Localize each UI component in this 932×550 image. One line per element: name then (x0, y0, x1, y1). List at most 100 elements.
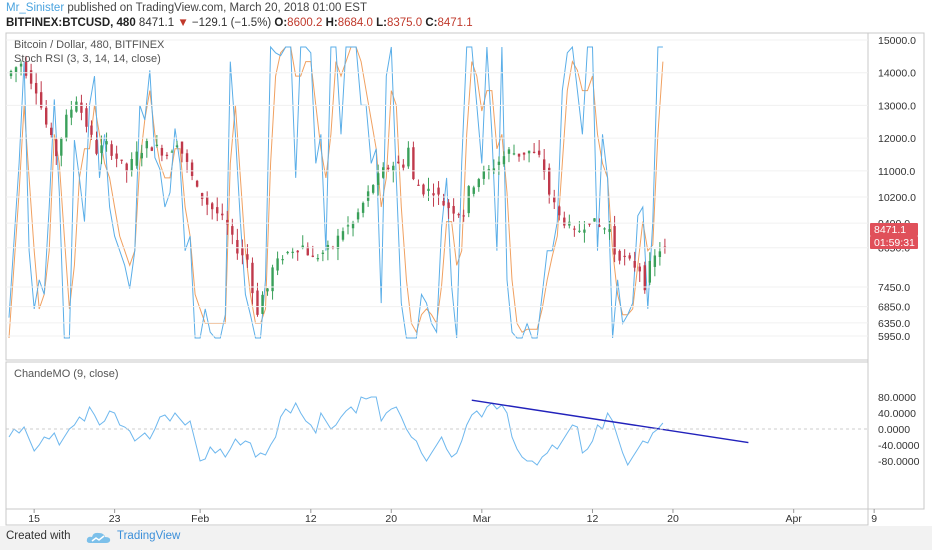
candle-body (553, 196, 556, 203)
time-tick-label: 12 (587, 513, 599, 525)
countdown-tag-text: 01:59:31 (874, 237, 915, 249)
candle-body (583, 229, 586, 233)
close-label: C: (425, 17, 438, 29)
candle-body (261, 294, 264, 314)
candle-body (281, 259, 284, 261)
candle-body (205, 197, 209, 205)
cmo-tick-label: -40.0000 (878, 440, 920, 452)
candle-body (618, 250, 621, 261)
candle-body (39, 92, 43, 108)
tradingview-brand[interactable]: TradingView (117, 530, 181, 542)
cmo-axis-ticks: 80.0000 40.0000 0.0000 -40.0000 -80.0000 (6, 392, 920, 468)
low-value: 8375.0 (386, 17, 423, 29)
cmo-tick-label: 0.0000 (878, 424, 910, 436)
candle-body (608, 229, 611, 232)
candle-body (50, 127, 53, 135)
candle-body (316, 258, 320, 260)
candle-body (492, 168, 496, 172)
candle-body (522, 152, 526, 155)
candle-body (60, 137, 63, 156)
time-tick-label: 20 (667, 513, 679, 525)
candle-body (231, 226, 234, 235)
down-arrow-icon: ▼ (177, 17, 189, 29)
candle-body (387, 167, 390, 170)
candle-body (24, 61, 28, 76)
candle-body (100, 145, 103, 154)
candle-body (593, 218, 596, 222)
candle-body (517, 153, 521, 157)
candle-body (34, 82, 38, 94)
candle-body (276, 258, 279, 271)
candle-body (537, 150, 541, 155)
publish-text: published on TradingView.com, March 20, … (67, 2, 367, 14)
created-with-text: Created with (6, 530, 71, 542)
time-axis[interactable] (5, 508, 869, 526)
candle-body (638, 266, 641, 272)
candle-body (578, 230, 581, 232)
author-link[interactable]: Mr_Sinister (6, 2, 65, 14)
symbol-header: BITFINEX:BTCUSD, 480 8471.1 ▼ −129.1 (−1… (6, 17, 473, 29)
candle-body (145, 141, 149, 149)
close-value: 8471.1 (437, 17, 473, 29)
candle-body (366, 191, 370, 201)
candle-body (45, 107, 48, 125)
candle-body (623, 255, 626, 258)
time-tick-label: 9 (871, 513, 877, 525)
symbol-name: BITFINEX:BTCUSD, 480 (6, 17, 136, 29)
last-price: 8471.1 (138, 17, 175, 29)
trendline-path[interactable] (471, 399, 749, 444)
candle-body (658, 251, 662, 258)
candle-body (216, 207, 219, 214)
time-tick-label: Mar (473, 513, 492, 525)
candle-body (397, 161, 400, 164)
chart-area[interactable]: 15000.0 14000.0 13000.0 12000.0 11000.0 10200… (0, 30, 932, 526)
price-axis-ticks: 15000.0 14000.0 13000.0 12000.0 11000.0 10200… (6, 35, 916, 343)
candle-body (643, 265, 646, 291)
candle-body (382, 167, 385, 178)
candle-body (306, 246, 309, 256)
candle-body (497, 161, 501, 165)
candle-body (65, 114, 68, 139)
candle-body (613, 226, 616, 255)
candle-body (603, 228, 606, 230)
candle-body (115, 153, 118, 159)
candle-body (442, 200, 445, 206)
price-tick-label: 12000.0 (878, 133, 916, 145)
candle-body (70, 109, 73, 118)
candle-body (75, 101, 78, 112)
candle-body (412, 147, 415, 180)
candle-body (150, 147, 154, 151)
trendline[interactable] (471, 399, 749, 444)
time-tick-label: Apr (786, 513, 803, 525)
price-tick-label: 5950.0 (878, 331, 910, 343)
open-value: 8600.2 (287, 17, 323, 29)
candle-body (125, 163, 128, 172)
candle-body (452, 206, 455, 214)
candle-body (256, 290, 259, 315)
candle-body (226, 219, 229, 225)
time-tick-label: Feb (191, 513, 209, 525)
cmo-tick-label: 40.0000 (878, 408, 916, 420)
last-price-tag: 8471.1 (870, 223, 918, 236)
candle-body (14, 67, 18, 73)
candle-body (417, 184, 420, 186)
price-axis[interactable] (867, 32, 925, 510)
candle-body (9, 71, 13, 77)
candle-body (251, 262, 254, 294)
candle-body (542, 159, 546, 172)
price-change: −129.1 (−1.5%) (191, 17, 272, 29)
candle-body (241, 248, 244, 256)
candle-body (286, 251, 289, 254)
time-axis-ticks: 15 23 Feb 12 20 Mar 12 20 Apr 9 (28, 509, 877, 525)
candle-body (477, 179, 480, 188)
candle-body (336, 235, 340, 250)
candle-body (598, 225, 601, 227)
high-value: 8684.0 (337, 17, 373, 29)
candle-body (532, 151, 536, 153)
price-tick-label: 7450.0 (878, 282, 910, 294)
candle-body (487, 169, 491, 171)
stoch-rsi-k-line (8, 45, 663, 339)
candle-body (563, 217, 566, 226)
candle-body (80, 102, 83, 113)
candle-body (130, 158, 133, 172)
